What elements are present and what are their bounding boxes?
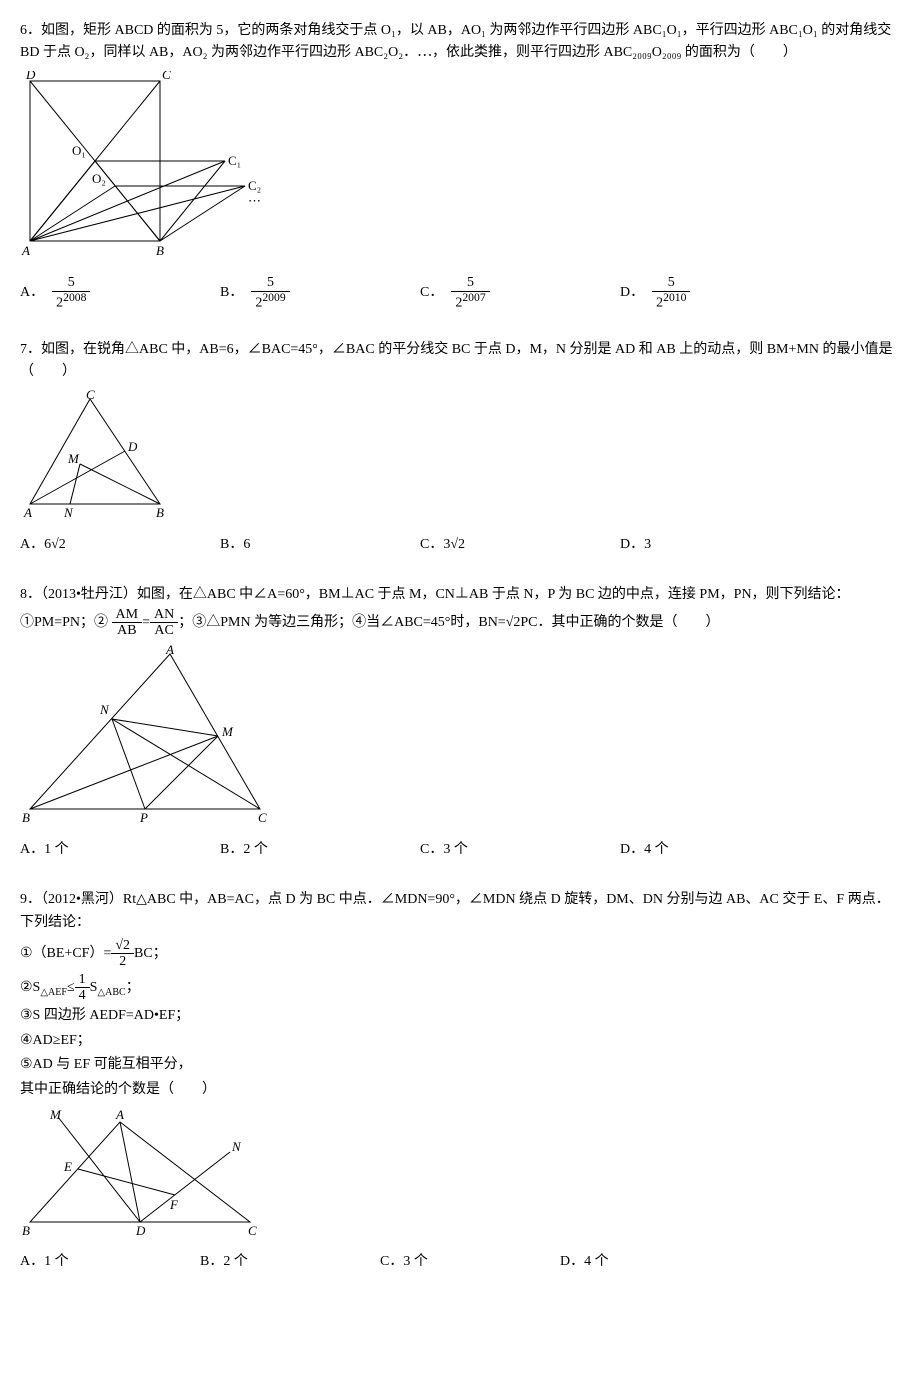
q6-optA-frac: 5 22008: [52, 275, 90, 310]
q7-label-M: M: [67, 451, 80, 466]
q9-text: 9．（2012•黑河）Rt△ABC 中，AB=AC，点 D 为 BC 中点．∠M…: [20, 889, 900, 934]
q8-label-P: P: [139, 810, 148, 824]
q6-optC-label: C．: [420, 282, 443, 304]
q6-label-B: B: [156, 243, 164, 258]
q7-label-C: C: [86, 389, 95, 402]
q9-label-C: C: [248, 1223, 257, 1237]
q9-option-c: C．3 个: [380, 1251, 560, 1273]
q6-diagram: D C A B O₁ O₂ C₁ C₂ ⋯: [20, 71, 900, 269]
q6-option-c: C． 5 22007: [420, 275, 620, 310]
q8-label-A: A: [165, 644, 174, 657]
q8-frac-left: AM AB: [112, 607, 143, 639]
q7-label-D: D: [127, 439, 138, 454]
q7-label-N: N: [63, 505, 74, 519]
q9-stmt-1: ①（BE+CF）= √2 2 BC；: [20, 938, 900, 970]
q6-optB-label: B．: [220, 282, 243, 304]
q9-label-A: A: [115, 1107, 124, 1122]
q8-option-d: D．4 个: [620, 839, 820, 861]
q6-label-D: D: [25, 71, 36, 82]
q9-option-d: D．4 个: [560, 1251, 740, 1273]
question-6: 6．如图，矩形 ABCD 的面积为 5，它的两条对角线交于点 O₁，以 AB，A…: [20, 20, 900, 311]
q8-option-b: B．2 个: [220, 839, 420, 861]
q9-label-B: B: [22, 1223, 30, 1237]
q6-label-C2: C₂: [248, 178, 261, 193]
q7-options: A． 6√2 B．6 C． 3√2 D．3: [20, 534, 900, 556]
q6-label-dots: ⋯: [248, 193, 261, 208]
q9-stmt-2: ②S△AEF≤ 1 4 S△ABC；: [20, 972, 900, 1004]
q6-options: A． 5 22008 B． 5 22009 C． 5 22007 D． 5 2: [20, 275, 900, 310]
q8-option-c: C．3 个: [420, 839, 620, 861]
q6-optA-label: A．: [20, 282, 44, 304]
q9-option-a: A．1 个: [20, 1251, 200, 1273]
q8-label-M: M: [221, 724, 234, 739]
q9-options: A．1 个 B．2 个 C．3 个 D．4 个: [20, 1251, 900, 1273]
question-9: 9．（2012•黑河）Rt△ABC 中，AB=AC，点 D 为 BC 中点．∠M…: [20, 889, 900, 1274]
q8-option-a: A．1 个: [20, 839, 220, 861]
q6-text: 6．如图，矩形 ABCD 的面积为 5，它的两条对角线交于点 O₁，以 AB，A…: [20, 20, 900, 65]
q9-label-D: D: [135, 1223, 146, 1237]
q8-frac-right: AN AC: [150, 607, 178, 639]
q7-text: 7．如图，在锐角△ABC 中，AB=6，∠BAC=45°，∠BAC 的平分线交 …: [20, 339, 900, 384]
q6-optC-frac: 5 22007: [451, 275, 489, 310]
q8-label-C: C: [258, 810, 267, 824]
q9-stmt-4: ④AD≥EF；: [20, 1030, 900, 1052]
q6-label-C1: C₁: [228, 153, 241, 168]
q7-label-B: B: [156, 505, 164, 519]
q6-optB-frac: 5 22009: [251, 275, 289, 310]
question-8: 8．（2013•牡丹江）如图，在△ABC 中∠A=60°，BM⊥AC 于点 M，…: [20, 584, 900, 861]
q8-options: A．1 个 B．2 个 C．3 个 D．4 个: [20, 839, 900, 861]
q9-label-E: E: [63, 1159, 72, 1174]
q9-option-b: B．2 个: [200, 1251, 380, 1273]
q8-text: 8．（2013•牡丹江）如图，在△ABC 中∠A=60°，BM⊥AC 于点 M，…: [20, 584, 900, 638]
q7-label-A: A: [23, 505, 32, 519]
q6-label-O1: O₁: [72, 143, 86, 158]
q6-optD-frac: 5 22010: [652, 275, 690, 310]
q8-label-N: N: [99, 702, 110, 717]
question-7: 7．如图，在锐角△ABC 中，AB=6，∠BAC=45°，∠BAC 的平分线交 …: [20, 339, 900, 557]
q9-stmt-3: ③S 四边形 AEDF=AD•EF；: [20, 1005, 900, 1027]
q9-diagram: A B C D M N E F: [20, 1107, 900, 1245]
q6-option-b: B． 5 22009: [220, 275, 420, 310]
q9-stmt-6: 其中正确结论的个数是（ ）: [20, 1079, 900, 1101]
q6-option-a: A． 5 22008: [20, 275, 220, 310]
q6-optD-label: D．: [620, 282, 644, 304]
q8-diagram: A B C M N P: [20, 644, 900, 832]
q6-option-d: D． 5 22010: [620, 275, 820, 310]
q6-label-A: A: [21, 243, 30, 258]
q6-label-O2: O₂: [92, 171, 106, 186]
q9-label-F: F: [169, 1197, 179, 1212]
q8-label-B: B: [22, 810, 30, 824]
q9-stmt-5: ⑤AD 与 EF 可能互相平分，: [20, 1054, 900, 1076]
q7-option-b: B．6: [220, 534, 420, 556]
q7-option-d: D．3: [620, 534, 820, 556]
q9-label-N: N: [231, 1139, 242, 1154]
q7-option-a: A． 6√2: [20, 534, 220, 556]
q7-option-c: C． 3√2: [420, 534, 620, 556]
q6-label-C: C: [162, 71, 171, 82]
q9-label-M: M: [49, 1107, 62, 1122]
q7-diagram: A B C D M N: [20, 389, 900, 527]
